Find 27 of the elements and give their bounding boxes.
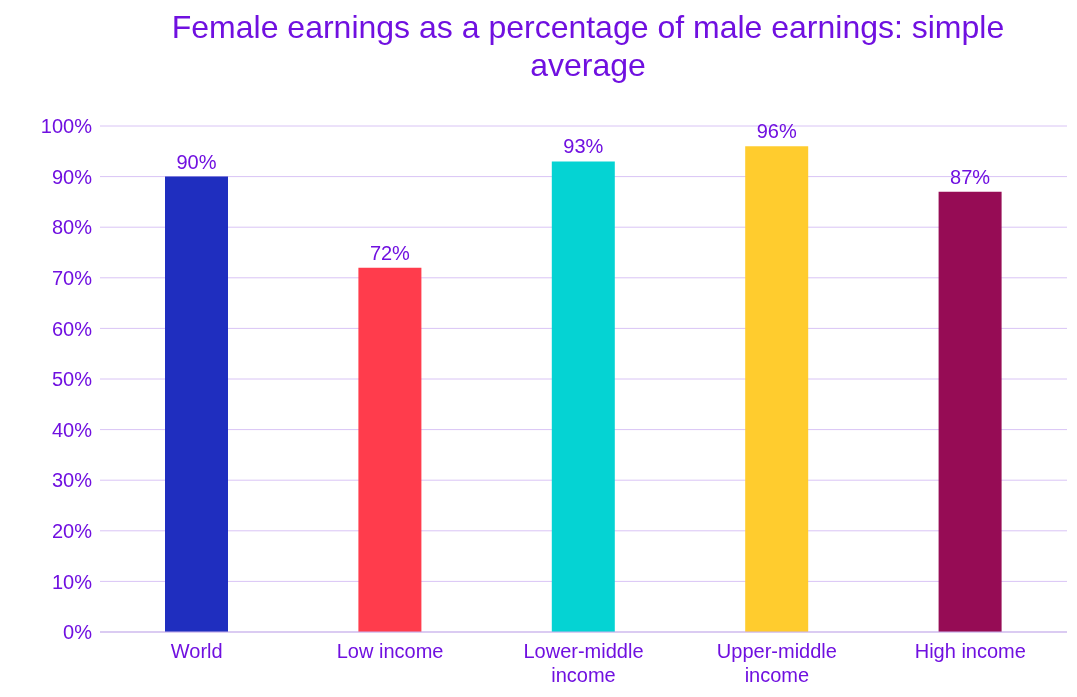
data-label: 96% (756, 120, 797, 143)
chart-title: Female earnings as a percentage of male earnings: simple average (170, 8, 1006, 85)
bar (745, 146, 809, 632)
y-tick-label: 80% (51, 216, 93, 239)
y-tick-label: 60% (51, 317, 93, 340)
data-label: 72% (369, 241, 411, 264)
y-tick-label: 30% (51, 469, 93, 492)
x-tick-label: Upper-middle income (716, 640, 837, 686)
y-tick-label: 20% (51, 519, 93, 542)
bar (551, 161, 615, 632)
x-tick-label: Lower-middle income (523, 640, 644, 686)
y-tick-label: 100% (40, 115, 93, 138)
y-tick-label: 0% (63, 621, 93, 644)
data-label: 87% (950, 165, 991, 188)
y-tick-label: 90% (51, 165, 93, 188)
data-label: 90% (176, 150, 217, 173)
bar (938, 191, 1002, 632)
data-label: 93% (563, 135, 604, 158)
y-tick-label: 40% (51, 418, 93, 441)
y-tick-label: 50% (51, 368, 93, 391)
bar (358, 267, 422, 632)
x-tick-label: World (170, 640, 223, 662)
x-tick-label: High income (914, 640, 1026, 662)
y-tick-label: 70% (51, 266, 93, 289)
bar (165, 176, 228, 632)
y-tick-label: 10% (51, 570, 93, 593)
x-tick-label: Low income (336, 640, 444, 662)
